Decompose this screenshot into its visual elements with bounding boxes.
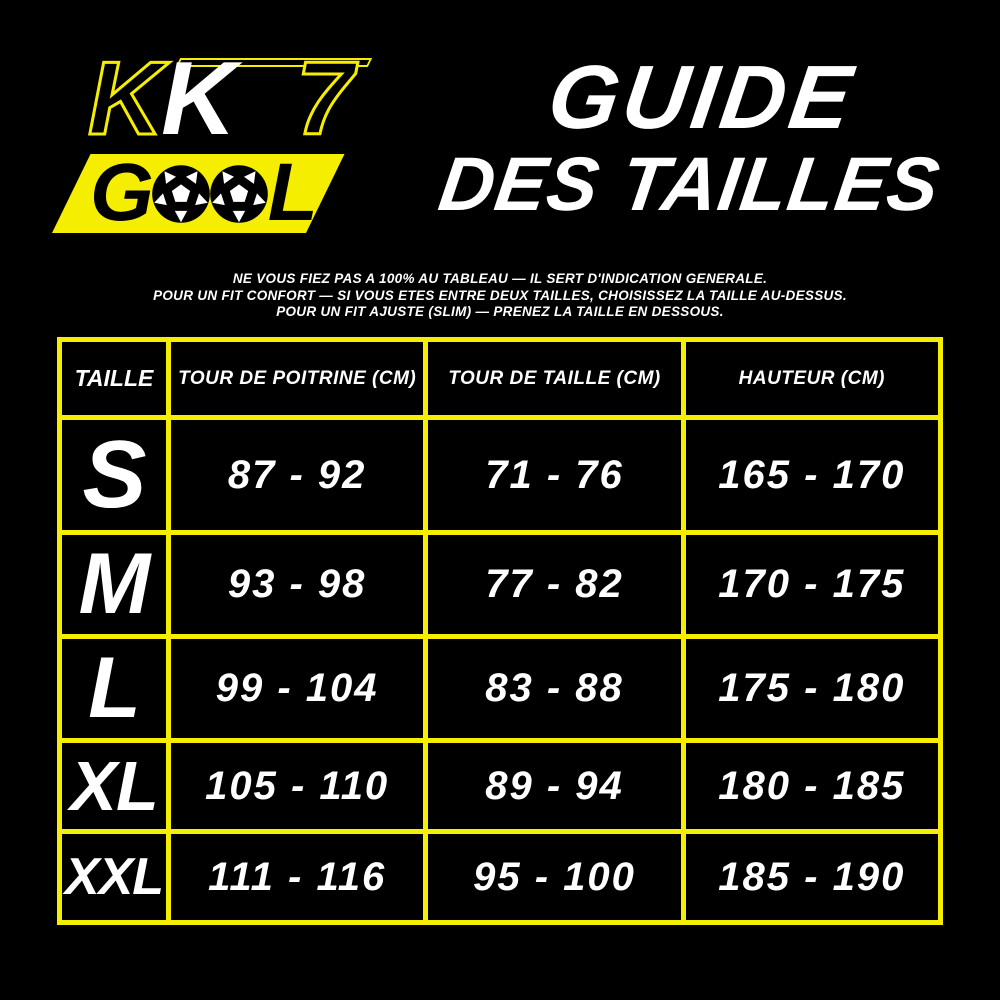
size-l-label: L: [62, 639, 166, 738]
size-xxl-label: XXL: [62, 834, 166, 920]
fit-disclaimer-line3: POUR UN FIT AJUSTE (SLIM) — PRENEZ LA TA…: [276, 304, 724, 319]
wordmark-letter-l: L: [267, 147, 318, 238]
page-title: GUIDE DES TAILLES: [390, 48, 1000, 227]
size-xxl-chest: 111 - 116: [171, 834, 424, 920]
header-cell-tour-de-taille: TOUR DE TAILLE (CM): [428, 342, 681, 415]
size-s-waist: 71 - 76: [428, 420, 681, 530]
header-cell-hauteur: HAUTEUR (CM): [685, 342, 938, 415]
size-xxl-waist: 95 - 100: [428, 834, 681, 920]
fit-disclaimer-line2: POUR UN FIT CONFORT — SI VOUS ETES ENTRE…: [153, 287, 847, 303]
size-table: TAILLE TOUR DE POITRINE (CM) TOUR DE TAI…: [57, 337, 943, 925]
logo-wordmark-gool: G L: [90, 152, 360, 234]
size-m-height: 170 - 175: [685, 535, 938, 634]
header-cell-tour-de-poitrine: TOUR DE POITRINE (CM): [171, 342, 424, 415]
size-s-height: 165 - 170: [685, 420, 938, 530]
size-s-chest: 87 - 92: [171, 420, 424, 530]
size-l-height: 175 - 180: [685, 639, 938, 738]
logo-k-solid-letter: K: [161, 41, 236, 157]
size-xl-label: XL: [62, 743, 166, 829]
fit-disclaimer: NE VOUS FIEZ PAS A 100% AU TABLEAU — IL …: [0, 271, 1000, 321]
wordmark-letter-g: G: [90, 147, 154, 238]
size-m-waist: 77 - 82: [428, 535, 681, 634]
size-m-label: M: [62, 535, 166, 634]
size-l-chest: 99 - 104: [171, 639, 424, 738]
logo-number-seven: 7: [295, 41, 356, 157]
size-xl-waist: 89 - 94: [428, 743, 681, 829]
logo-kk-text: KK: [86, 41, 236, 157]
page-title-line1: GUIDE: [542, 48, 862, 148]
size-l-waist: 83 - 88: [428, 639, 681, 738]
header-cell-taille: TAILLE: [62, 342, 166, 415]
size-xxl-height: 185 - 190: [685, 834, 938, 920]
fit-disclaimer-line1: NE VOUS FIEZ PAS A 100% AU TABLEAU — IL …: [232, 271, 768, 286]
size-s-label: S: [62, 420, 166, 530]
logo-k-outline-letter: K: [86, 41, 164, 157]
size-xl-chest: 105 - 110: [171, 743, 424, 829]
size-xl-height: 180 - 185: [685, 743, 938, 829]
page-title-line2: DES TAILLES: [433, 142, 946, 227]
size-m-chest: 93 - 98: [171, 535, 424, 634]
soccer-ball-icon: [151, 165, 210, 223]
soccer-ball-icon: [209, 165, 268, 223]
brand-logo: KK 7 G L: [38, 42, 418, 262]
